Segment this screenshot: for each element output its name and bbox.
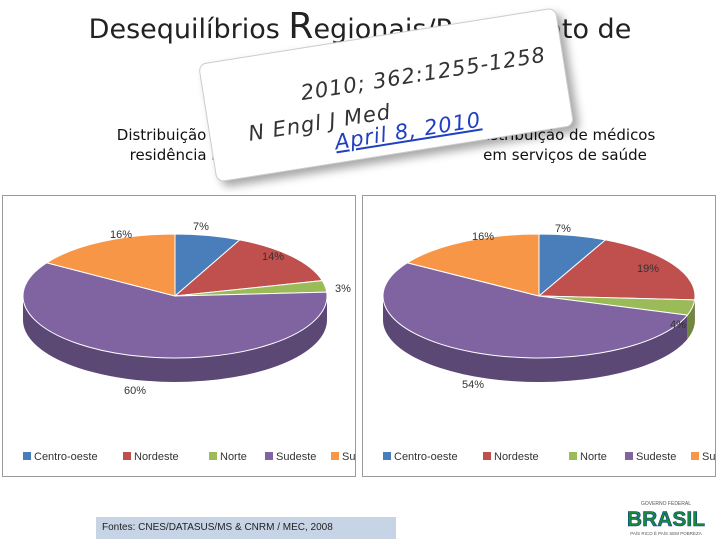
legend-swatch-sudeste [265,452,273,460]
legend-label-sudeste: Sudeste [636,451,676,463]
pie-chart-doctors-svg: 7% 19% 4% 54% 16% Centro-oeste Nordeste Norte Su… [363,196,715,476]
legend-swatch-norte [569,452,577,460]
legend-label-nordeste: Nordeste [134,451,179,463]
legend-label-sul: Sul [702,451,715,463]
legend-label-sudeste: Sudeste [276,451,316,463]
title-part-1: Desequilíbrios [89,14,289,45]
pie-label-sudeste: 54% [462,379,484,391]
source-footnote: Fontes: CNES/DATASUS/MS & CNRM / MEC, 20… [96,517,396,539]
legend-label-norte: Norte [580,451,607,463]
pie-chart-residency-svg: 7% 14% 3% 60% 16% Centro-oeste Nordeste Norte Su… [3,196,355,476]
pie-chart-residency: 7% 14% 3% 60% 16% Centro-oeste Nordeste Norte Su… [2,195,356,477]
logo-bottom-text: PAÍS RICO É PAÍS SEM POBREZA [630,530,702,536]
legend-swatch-centro-oeste [23,452,31,460]
pie-label-sudeste: 60% [124,385,146,397]
brasil-logo: GOVERNO FEDERAL BRASIL PAÍS RICO É PAÍS … [620,497,712,537]
pie-label-nordeste: 19% [637,263,659,275]
brasil-logo-svg: GOVERNO FEDERAL BRASIL PAÍS RICO É PAÍS … [620,497,712,537]
legend-label-nordeste: Nordeste [494,451,539,463]
legend-swatch-nordeste [123,452,131,460]
pie-label-norte: 4% [670,319,686,331]
logo-top-text: GOVERNO FEDERAL [641,501,691,507]
title-part-2: R [288,6,313,47]
legend-label-centro-oeste: Centro-oeste [34,451,98,463]
pie-label-sul: 16% [472,231,494,243]
legend-swatch-sul [691,452,699,460]
legend-label-norte: Norte [220,451,247,463]
citation-line1: 2010; 362:1255-1258 [299,43,548,105]
legend-swatch-sul [331,452,339,460]
pie-label-centro-oeste: 7% [555,223,571,235]
pie-legend: Centro-oeste Nordeste Norte Sudeste Sul [23,451,355,463]
pie-label-nordeste: 14% [262,251,284,263]
legend-swatch-sudeste [625,452,633,460]
logo-main-text: BRASIL [627,508,705,531]
legend-swatch-norte [209,452,217,460]
pie-chart-doctors: 7% 19% 4% 54% 16% Centro-oeste Nordeste Norte Su… [362,195,716,477]
legend-swatch-nordeste [483,452,491,460]
pie-label-centro-oeste: 7% [193,221,209,233]
legend-swatch-centro-oeste [383,452,391,460]
legend-label-sul: Sul [342,451,355,463]
legend-label-centro-oeste: Centro-oeste [394,451,458,463]
pie-label-sul: 16% [110,229,132,241]
subtitle-right-line2: em serviços de saúde [455,145,675,165]
pie-top-group [383,234,695,358]
pie-label-norte: 3% [335,283,351,295]
pie-legend: Centro-oeste Nordeste Norte Sudeste Sul [383,451,715,463]
